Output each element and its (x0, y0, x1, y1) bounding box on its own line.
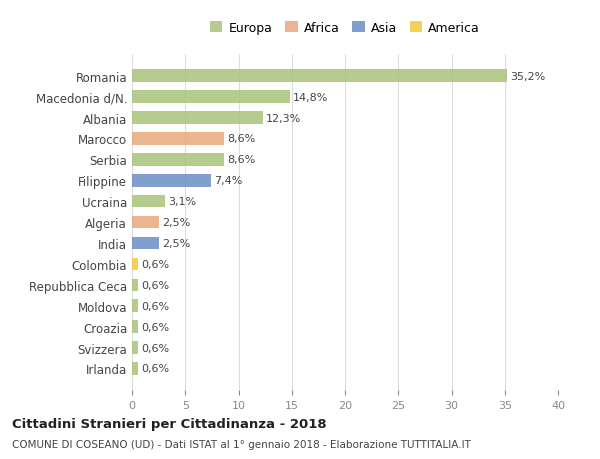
Text: 8,6%: 8,6% (227, 155, 255, 165)
Text: 0,6%: 0,6% (142, 364, 170, 374)
Text: 12,3%: 12,3% (266, 113, 301, 123)
Bar (132, 258, 139, 271)
Text: 35,2%: 35,2% (510, 72, 545, 82)
Bar (132, 174, 211, 187)
Bar (132, 154, 224, 166)
Text: 8,6%: 8,6% (227, 134, 255, 144)
Bar (132, 133, 224, 146)
Text: 14,8%: 14,8% (293, 92, 328, 102)
Bar (132, 300, 139, 312)
Text: 0,6%: 0,6% (142, 343, 170, 353)
Text: 0,6%: 0,6% (142, 259, 170, 269)
Bar (132, 70, 507, 83)
Text: 7,4%: 7,4% (214, 176, 242, 186)
Bar (132, 321, 139, 333)
Legend: Europa, Africa, Asia, America: Europa, Africa, Asia, America (206, 18, 484, 38)
Bar (132, 112, 263, 124)
Text: 2,5%: 2,5% (162, 218, 190, 228)
Bar (132, 196, 165, 208)
Bar (132, 237, 158, 250)
Bar (132, 216, 158, 229)
Text: 0,6%: 0,6% (142, 280, 170, 290)
Text: Cittadini Stranieri per Cittadinanza - 2018: Cittadini Stranieri per Cittadinanza - 2… (12, 417, 326, 430)
Text: 3,1%: 3,1% (168, 197, 196, 207)
Text: 0,6%: 0,6% (142, 301, 170, 311)
Text: 0,6%: 0,6% (142, 322, 170, 332)
Bar (132, 363, 139, 375)
Bar (132, 91, 290, 104)
Text: 2,5%: 2,5% (162, 239, 190, 248)
Bar (132, 279, 139, 291)
Bar (132, 341, 139, 354)
Text: COMUNE DI COSEANO (UD) - Dati ISTAT al 1° gennaio 2018 - Elaborazione TUTTITALIA: COMUNE DI COSEANO (UD) - Dati ISTAT al 1… (12, 440, 471, 449)
